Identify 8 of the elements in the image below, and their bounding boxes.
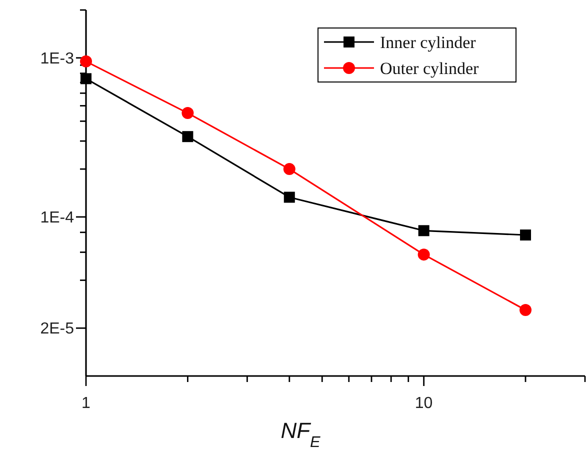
x-axis-title: NF$_{E}$ bbox=[280, 418, 322, 449]
legend-label: Outer cylinder bbox=[380, 58, 479, 78]
y-tick-label: 1E-3 bbox=[40, 50, 74, 68]
y-tick-label: 1E-4 bbox=[40, 210, 74, 227]
x-tick-label: 10 bbox=[414, 395, 433, 412]
legend-label: Inner cylinder bbox=[380, 32, 476, 52]
y-tick-label: 2E-5 bbox=[40, 320, 74, 338]
x-tick-label: 1 bbox=[82, 395, 91, 412]
